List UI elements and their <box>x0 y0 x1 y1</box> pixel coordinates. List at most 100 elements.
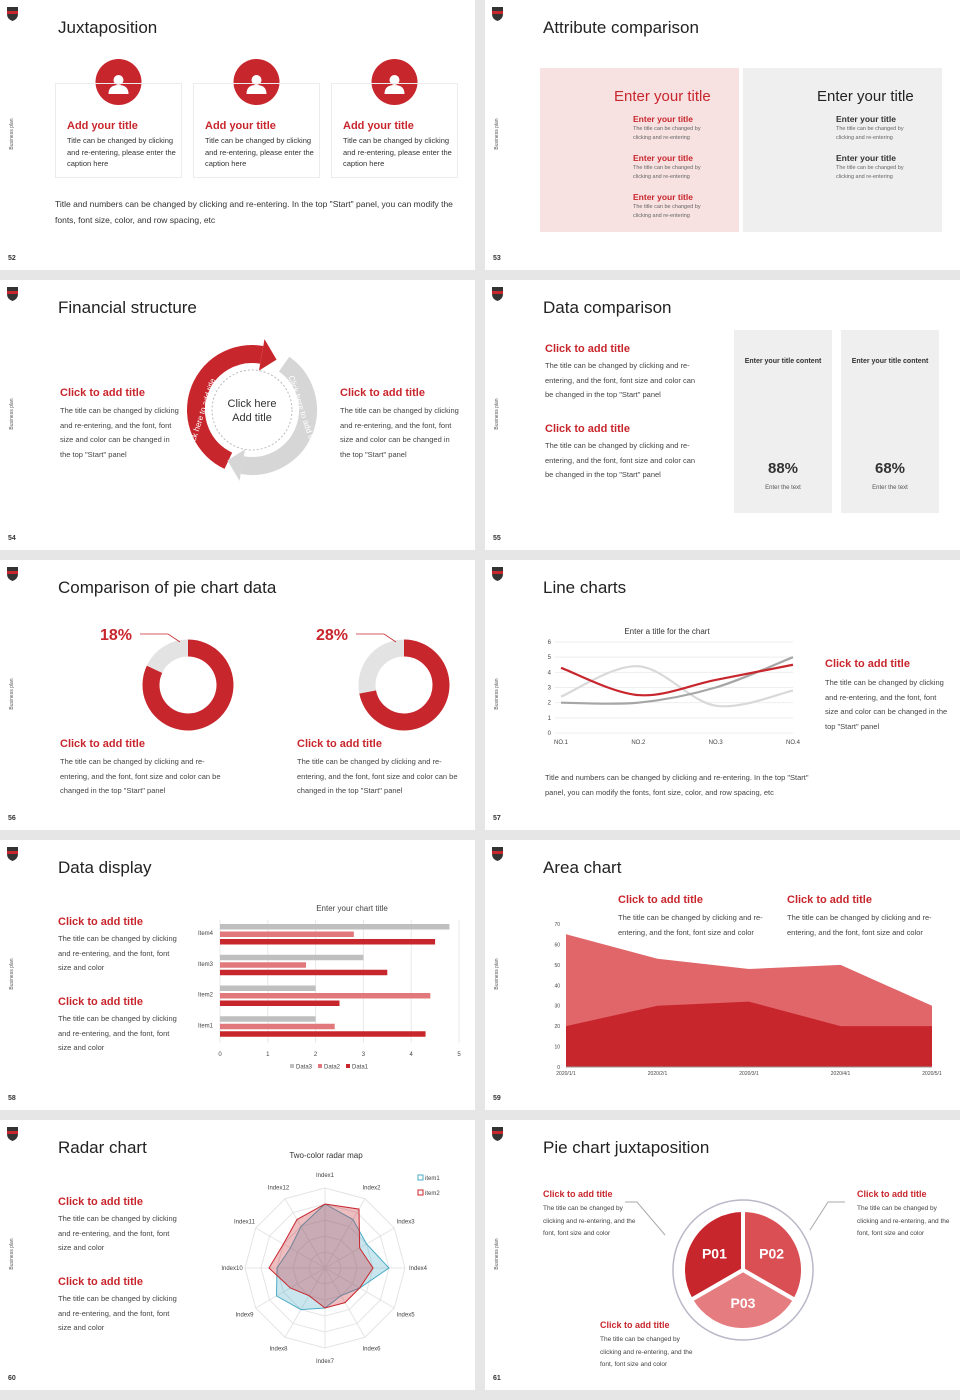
y-tick-label: 30 <box>554 1004 560 1010</box>
slide-title: Attribute comparison <box>543 18 699 37</box>
item-text: The title can be changed by clicking and… <box>600 1336 693 1368</box>
logo-band <box>7 1131 18 1134</box>
side-label: Business plan <box>9 678 15 710</box>
slide: Comparison of pie chart data Business pla… <box>0 560 475 830</box>
leader <box>140 633 181 643</box>
item-title: Enter your title <box>836 114 896 124</box>
logo-band <box>7 571 18 574</box>
x-tick-label: 2020/3/1 <box>739 1071 759 1077</box>
bar <box>220 1031 426 1037</box>
bar <box>220 969 388 976</box>
slide: Attribute comparison Business plan 53 Enter… <box>485 0 960 270</box>
y-tick-label: 0 <box>557 1065 560 1071</box>
logo-band <box>492 11 503 14</box>
slide-number: 55 <box>493 535 501 542</box>
legend-swatch <box>417 1174 424 1181</box>
x-tick-label: 4 <box>410 1052 414 1058</box>
donut-rest <box>359 639 450 731</box>
bar <box>220 962 307 968</box>
panel-title: Enter your title <box>614 88 711 105</box>
note: Title and numbers can be changed by clic… <box>545 773 809 797</box>
note: Title and numbers can be changed by clic… <box>55 199 453 225</box>
slide-title: Pie chart juxtaposition <box>543 1138 710 1157</box>
y-tick-label: 50 <box>554 963 560 969</box>
x-tick-label: 5 <box>457 1052 461 1058</box>
item-text: The title can be changed by clicking and… <box>60 757 221 795</box>
axis-label: Index6 <box>362 1347 381 1353</box>
slide-title: Financial structure <box>58 298 197 317</box>
slide: P01 P02 P03 Pie chart juxtaposition Business… <box>485 1120 960 1390</box>
x-tick-label: NO.3 <box>709 740 724 746</box>
donut-segment <box>146 639 189 674</box>
axis-label: Index1 <box>316 1173 335 1179</box>
y-tick-label: 10 <box>554 1045 560 1051</box>
slide: 0 10 20 30 40 50 60 70 2020/1/1 2020/2/1 2020/3/1 2… <box>485 840 960 1110</box>
leader <box>356 633 397 643</box>
logo-band <box>492 291 503 294</box>
axis-label: Index10 <box>221 1266 243 1272</box>
card-title: Add your title <box>67 120 138 132</box>
card <box>841 330 939 513</box>
x-tick-label: 2020/1/1 <box>556 1071 576 1077</box>
item-text: The title can be changed by clicking and… <box>545 361 696 399</box>
spoke <box>284 1198 326 1269</box>
item-title: Click to add title <box>857 1189 927 1199</box>
item-title: Click to add title <box>58 1196 143 1208</box>
axis-label: Index12 <box>268 1185 290 1191</box>
area-series <box>566 1001 932 1067</box>
icon-head <box>389 75 400 85</box>
radar-series <box>268 1203 374 1309</box>
item-text: The title can be changed by clicking and… <box>340 406 459 459</box>
value-label: 68% <box>874 460 906 477</box>
axis-label: Index2 <box>362 1185 381 1191</box>
item-title: Click to add title <box>58 1276 143 1288</box>
card-text: Title can be changed by clicking and re-… <box>205 136 314 168</box>
card-title: Add your title <box>343 120 414 132</box>
item-text: The title can be changed by clicking and… <box>787 913 932 937</box>
slide-title: Radar chart <box>58 1138 147 1157</box>
item-text: The title can be changed by clicking and… <box>836 126 904 141</box>
legend-label: item2 <box>425 1191 440 1197</box>
bar <box>220 924 450 930</box>
legend-label: Data3 <box>296 1065 313 1071</box>
ring-red <box>187 345 264 469</box>
pie-segment <box>688 1267 798 1332</box>
side-label: Business plan <box>494 958 500 990</box>
line-series <box>560 663 794 697</box>
item-text: The title can be changed by clicking and… <box>857 1205 950 1237</box>
item-title: Click to add title <box>600 1320 670 1330</box>
slide: Juxtaposition Business plan 52 Add your tit… <box>0 0 475 270</box>
y-tick-label: 0 <box>548 731 552 737</box>
logo-band <box>492 571 503 574</box>
item-title: Click to add title <box>787 894 872 906</box>
x-tick-label: 2020/4/1 <box>831 1071 851 1077</box>
logo-band <box>492 851 503 854</box>
item-text: The title can be changed by clicking and… <box>58 1214 177 1252</box>
line-series <box>560 665 794 708</box>
logo-band <box>492 1131 503 1134</box>
bar <box>220 993 431 999</box>
outer-arc <box>672 1234 744 1341</box>
slide-number: 57 <box>493 815 501 822</box>
slide: Two-color radar map Index1 Index2 Index3 Ind… <box>0 1120 475 1390</box>
logo-band <box>7 11 18 14</box>
value-label: 28% <box>316 627 349 644</box>
leader <box>625 1201 666 1236</box>
segment-label: P03 <box>731 1295 756 1311</box>
icon-head <box>251 75 262 85</box>
card <box>55 83 182 178</box>
slide: Click here to add title Click here to add… <box>0 280 475 550</box>
bar <box>220 1000 340 1006</box>
y-tick-label: 2 <box>548 701 552 707</box>
card-heading: Enter your title content <box>851 358 929 365</box>
slide-number: 56 <box>8 815 16 822</box>
item-title: Enter your title <box>633 192 693 202</box>
slide-number: 52 <box>8 255 16 262</box>
slide-title: Area chart <box>543 858 622 877</box>
x-tick-label: 2020/2/1 <box>648 1071 668 1077</box>
item-text: The title can be changed by clicking and… <box>825 678 948 731</box>
item-title: Click to add title <box>60 738 145 750</box>
segment-label: P02 <box>759 1246 784 1262</box>
bar <box>220 954 364 961</box>
